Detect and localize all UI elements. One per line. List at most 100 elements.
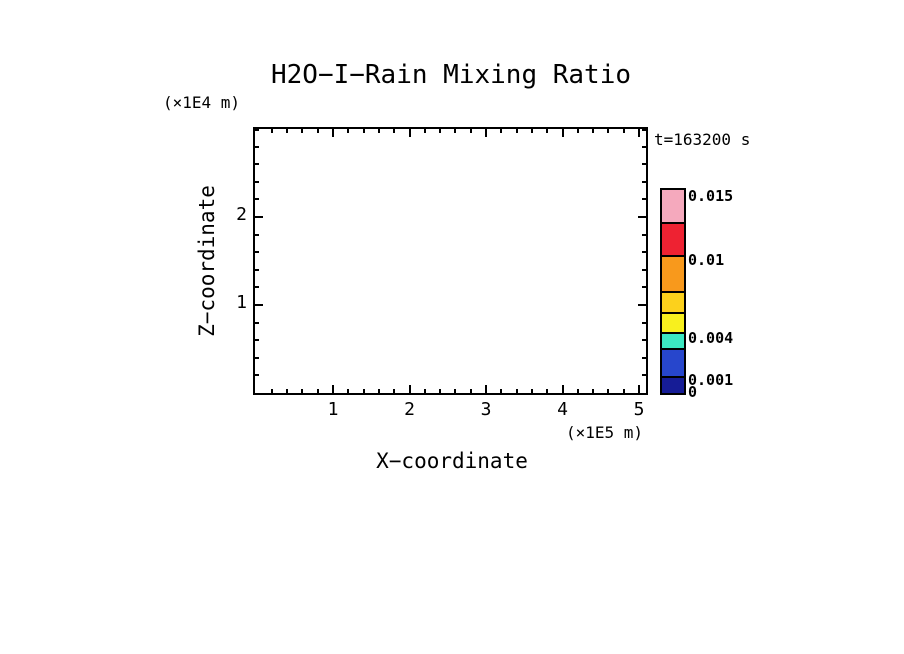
tick-mark [255, 145, 259, 148]
tick-mark [485, 129, 487, 137]
colorbar-segment [662, 257, 684, 293]
tick-mark [255, 198, 259, 201]
tick-mark [515, 129, 518, 133]
tick-mark [255, 251, 259, 254]
tick-mark [423, 129, 426, 133]
colorbar-segment [662, 334, 684, 350]
tick-mark [301, 129, 304, 133]
tick-mark [642, 286, 646, 289]
tick-mark [642, 374, 646, 377]
colorbar-segment [662, 350, 684, 378]
tick-mark [592, 129, 595, 133]
tick-mark [469, 389, 472, 393]
tick-mark [642, 356, 646, 359]
tick-mark [642, 233, 646, 236]
colorbar-segment [662, 314, 684, 334]
tick-mark [642, 321, 646, 324]
colorbar-tick-label: 0.015 [688, 187, 734, 205]
x-tick-label: 2 [404, 399, 415, 420]
tick-mark [454, 129, 457, 133]
tick-mark [546, 389, 549, 393]
colorbar-segment [662, 293, 684, 314]
tick-mark [347, 129, 350, 133]
tick-mark [642, 129, 646, 131]
tick-mark [607, 129, 610, 133]
tick-mark [561, 385, 564, 393]
tick-mark [642, 339, 646, 342]
tick-mark [255, 268, 259, 271]
tick-mark [469, 129, 472, 133]
colorbar-tick-label: 0.001 [688, 371, 734, 389]
z-unit-label: (×1E4 m) [163, 93, 241, 112]
tick-mark [255, 356, 259, 359]
tick-mark [255, 233, 259, 236]
tick-mark [362, 129, 365, 133]
x-axis-title: X−coordinate [376, 449, 528, 473]
tick-mark [408, 129, 411, 137]
tick-mark [270, 129, 273, 133]
tick-mark [255, 216, 263, 218]
tick-mark [454, 389, 457, 393]
tick-mark [638, 216, 646, 218]
tick-mark [377, 389, 380, 393]
tick-mark [638, 385, 640, 393]
tick-mark [439, 129, 442, 133]
tick-mark [332, 385, 334, 393]
tick-mark [255, 321, 259, 324]
tick-mark [347, 389, 350, 393]
z-tick-label: 2 [236, 204, 247, 225]
time-label: t=163200 s [654, 130, 751, 149]
tick-mark [270, 389, 273, 393]
tick-mark [500, 129, 503, 133]
colorbar-tick-label: 0 [688, 383, 698, 401]
tick-mark [642, 251, 646, 254]
z-axis-title: Z−coordinate [195, 185, 219, 337]
tick-mark [638, 304, 646, 306]
x-tick-label: 4 [557, 399, 568, 420]
tick-mark [255, 304, 263, 306]
tick-mark [642, 268, 646, 271]
tick-mark [423, 389, 426, 393]
tick-mark [286, 389, 289, 393]
tick-mark [642, 198, 646, 201]
tick-mark [316, 129, 319, 133]
x-tick-label: 3 [480, 399, 492, 420]
tick-mark [530, 129, 533, 133]
tick-mark [622, 129, 625, 133]
colorbar-tick-label: 0.004 [688, 329, 734, 347]
tick-mark [642, 145, 646, 148]
tick-mark [439, 389, 442, 393]
tick-mark [592, 389, 595, 393]
tick-mark [485, 385, 487, 393]
tick-mark [500, 389, 503, 393]
colorbar-tick-label: 0.01 [688, 251, 725, 269]
tick-mark [515, 389, 518, 393]
tick-mark [377, 129, 380, 133]
colorbar [660, 188, 686, 395]
tick-mark [408, 385, 411, 393]
x-unit-label: (×1E5 m) [566, 423, 644, 442]
tick-mark [530, 389, 533, 393]
tick-mark [393, 129, 396, 133]
colorbar-segment [662, 190, 684, 224]
tick-mark [393, 389, 396, 393]
tick-mark [622, 389, 625, 393]
colorbar-segment [662, 378, 684, 393]
tick-mark [576, 129, 579, 133]
tick-mark [255, 180, 259, 183]
tick-mark [255, 129, 259, 131]
tick-mark [638, 129, 640, 137]
tick-mark [255, 374, 259, 377]
tick-mark [546, 129, 549, 133]
x-tick-label: 1 [327, 399, 339, 420]
x-tick-label: 5 [633, 399, 645, 420]
tick-mark [286, 129, 289, 133]
plot-frame: 1 2 3 4 5 1 2 [236, 127, 648, 419]
tick-mark [255, 163, 259, 166]
tick-mark [301, 389, 304, 393]
tick-mark [607, 389, 610, 393]
colorbar-segment [662, 224, 684, 257]
tick-mark [576, 389, 579, 393]
tick-mark [255, 286, 259, 289]
